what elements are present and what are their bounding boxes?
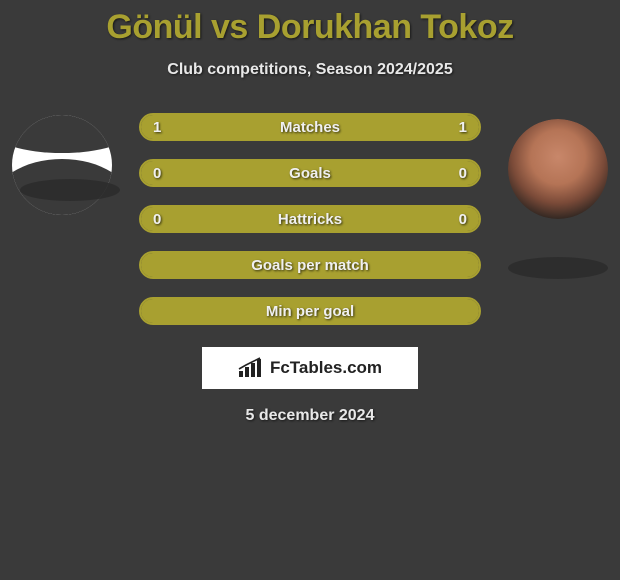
- bar-fill-left: [141, 161, 310, 185]
- bar-fill-left: [141, 253, 479, 277]
- subtitle: Club competitions, Season 2024/2025: [0, 61, 620, 79]
- watermark-logo: FcTables.com: [202, 347, 418, 389]
- stat-bar: 00Goals: [139, 159, 481, 187]
- bar-fill-left: [141, 115, 310, 139]
- stat-bars: 11Matches 00Goals 00Hattricks Goals per mat…: [139, 113, 481, 325]
- bar-fill-left: [141, 207, 310, 231]
- logo-text: FcTables.com: [270, 358, 382, 378]
- content-area: 11Matches 00Goals 00Hattricks Goals per mat…: [0, 113, 620, 425]
- bar-fill-left: [141, 299, 479, 323]
- player-left-shadow: [20, 179, 120, 201]
- logo-bars-icon: [238, 357, 264, 379]
- comparison-title: Gönül vs Dorukhan Tokoz: [0, 0, 620, 47]
- stat-bar: Min per goal: [139, 297, 481, 325]
- stat-bar: 00Hattricks: [139, 205, 481, 233]
- bar-fill-right: [310, 207, 479, 231]
- stat-bar: Goals per match: [139, 251, 481, 279]
- bar-fill-right: [310, 115, 479, 139]
- player-right-avatar: [508, 119, 608, 219]
- player-right-shadow: [508, 257, 608, 279]
- bar-fill-right: [310, 161, 479, 185]
- date-text: 5 december 2024: [0, 407, 620, 425]
- stat-bar: 11Matches: [139, 113, 481, 141]
